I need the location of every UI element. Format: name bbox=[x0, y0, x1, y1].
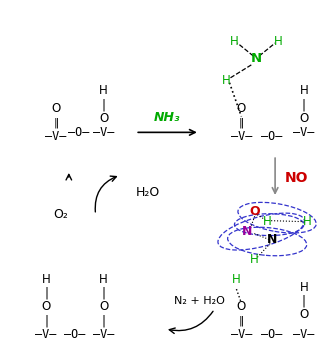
Text: N: N bbox=[242, 225, 253, 238]
Text: O: O bbox=[51, 102, 61, 115]
Text: H: H bbox=[299, 281, 308, 294]
Text: O: O bbox=[99, 112, 108, 125]
Text: NO: NO bbox=[285, 171, 309, 185]
Text: —V—: —V— bbox=[45, 130, 67, 143]
Text: —O—: —O— bbox=[261, 130, 283, 143]
Text: |: | bbox=[102, 287, 106, 300]
Text: H: H bbox=[42, 273, 50, 286]
Text: —V—: —V— bbox=[93, 126, 114, 139]
Text: —V—: —V— bbox=[93, 328, 114, 341]
Text: O₂: O₂ bbox=[54, 208, 68, 221]
Text: O: O bbox=[237, 301, 246, 313]
Text: —V—: —V— bbox=[293, 328, 315, 341]
Text: —V—: —V— bbox=[293, 126, 315, 139]
Text: ‖: ‖ bbox=[53, 117, 59, 128]
Text: |: | bbox=[102, 315, 106, 327]
Text: H: H bbox=[299, 84, 308, 97]
Text: H: H bbox=[274, 35, 282, 47]
Text: ‖: ‖ bbox=[239, 316, 244, 326]
Text: ‖: ‖ bbox=[239, 117, 244, 128]
Text: —V—: —V— bbox=[35, 328, 57, 341]
Text: O: O bbox=[99, 301, 108, 313]
Text: O: O bbox=[42, 301, 51, 313]
Text: |: | bbox=[44, 287, 48, 300]
Text: H: H bbox=[232, 273, 241, 286]
Text: H: H bbox=[99, 273, 108, 286]
Text: N₂ + H₂O: N₂ + H₂O bbox=[174, 296, 225, 306]
Text: O: O bbox=[299, 112, 309, 125]
Text: —O—: —O— bbox=[68, 126, 89, 139]
Text: O: O bbox=[299, 308, 309, 321]
Text: O: O bbox=[249, 205, 260, 218]
Text: N: N bbox=[267, 233, 277, 246]
Text: |: | bbox=[102, 98, 106, 111]
Text: |: | bbox=[302, 98, 306, 111]
Text: N: N bbox=[251, 52, 262, 65]
Text: —O—: —O— bbox=[64, 328, 85, 341]
Text: —V—: —V— bbox=[231, 130, 252, 143]
Text: H: H bbox=[303, 215, 311, 228]
Text: |: | bbox=[302, 295, 306, 307]
Text: H: H bbox=[99, 84, 108, 97]
Text: H: H bbox=[230, 35, 239, 47]
Text: O: O bbox=[237, 102, 246, 115]
Text: NH₃: NH₃ bbox=[154, 111, 180, 124]
Text: H: H bbox=[263, 215, 272, 228]
Text: —V—: —V— bbox=[231, 328, 252, 341]
Text: —O—: —O— bbox=[261, 328, 283, 341]
Text: |: | bbox=[44, 315, 48, 327]
Text: H: H bbox=[222, 74, 231, 87]
Text: H: H bbox=[250, 253, 259, 266]
Text: H₂O: H₂O bbox=[135, 186, 159, 200]
